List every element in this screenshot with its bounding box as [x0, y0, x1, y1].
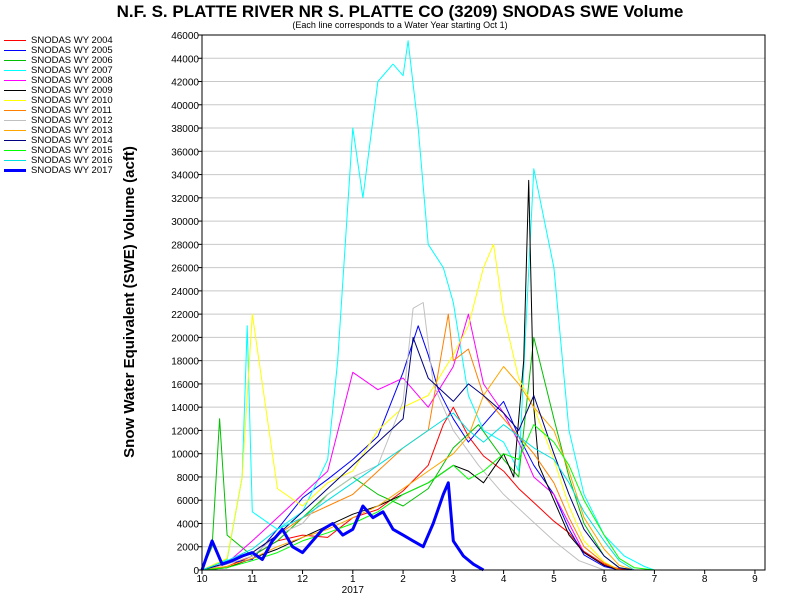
legend-swatch [4, 169, 26, 172]
y-tick-label: 24000 [171, 287, 199, 298]
legend-swatch [4, 70, 26, 71]
legend-label: SNODAS WY 2004 [31, 35, 113, 46]
legend-item: SNODAS WY 2015 [4, 146, 154, 156]
y-tick-label: 20000 [171, 333, 199, 344]
x-tick-label: 4 [501, 574, 507, 585]
legend-label: SNODAS WY 2013 [31, 125, 113, 136]
legend-label: SNODAS WY 2006 [31, 55, 113, 66]
x-tick-label: 12 [297, 574, 309, 585]
y-tick-label: 18000 [171, 357, 199, 368]
series-line-snodas-wy-2007 [201, 40, 765, 571]
y-tick-label: 4000 [177, 519, 200, 530]
legend-item: SNODAS WY 2005 [4, 46, 154, 56]
y-tick-label: 6000 [177, 496, 200, 507]
y-tick-label: 34000 [171, 171, 199, 182]
legend-label: SNODAS WY 2005 [31, 45, 113, 56]
legend-label: SNODAS WY 2010 [31, 95, 113, 106]
y-tick-label: 32000 [171, 194, 199, 205]
legend-item: SNODAS WY 2006 [4, 56, 154, 66]
x-tick-label: 2 [400, 574, 406, 585]
legend-item: SNODAS WY 2007 [4, 66, 154, 76]
legend-label: SNODAS WY 2017 [31, 165, 113, 176]
x-tick-label: 7 [652, 574, 658, 585]
y-axis: 0 2000 4000 6000 8000 10000 12000 14000 16000 180… [171, 31, 202, 577]
x-tick-label: 5 [551, 574, 557, 585]
legend-label: SNODAS WY 2011 [31, 105, 112, 116]
legend-swatch [4, 140, 26, 141]
y-axis-title: Snow Water Equivalent (SWE) Volume (acft… [121, 146, 138, 458]
x-tick-label: 10 [196, 574, 208, 585]
y-tick-label: 44000 [171, 54, 199, 65]
x-tick-label: 9 [752, 574, 758, 585]
y-tick-label: 28000 [171, 240, 199, 251]
legend-label: SNODAS WY 2007 [31, 65, 113, 76]
y-tick-label: 40000 [171, 101, 199, 112]
legend-item: SNODAS WY 2014 [4, 136, 154, 146]
legend-label: SNODAS WY 2016 [31, 155, 113, 166]
y-tick-label: 2000 [177, 543, 200, 554]
chart-legend: SNODAS WY 2004 SNODAS WY 2005 SNODAS WY 20… [4, 36, 154, 176]
y-tick-label: 38000 [171, 124, 199, 135]
legend-swatch [4, 60, 26, 61]
legend-label: SNODAS WY 2014 [31, 135, 113, 146]
y-tick-label: 8000 [177, 473, 200, 484]
legend-label: SNODAS WY 2015 [31, 145, 113, 156]
y-tick-label: 46000 [171, 31, 199, 42]
legend-label: SNODAS WY 2008 [31, 75, 113, 86]
chart-title: N.F. S. PLATTE RIVER NR S. PLATTE CO (32… [116, 2, 684, 21]
legend-item: SNODAS WY 2009 [4, 86, 154, 96]
legend-swatch [4, 160, 26, 161]
legend-item: SNODAS WY 2010 [4, 96, 154, 106]
y-tick-label: 14000 [171, 403, 199, 414]
legend-swatch [4, 80, 26, 81]
y-tick-label: 16000 [171, 380, 199, 391]
y-tick-label: 12000 [171, 426, 199, 437]
legend-item: SNODAS WY 2013 [4, 126, 154, 136]
x-tick-label: 3 [451, 574, 457, 585]
x-tick-label: 11 [247, 574, 258, 585]
legend-swatch [4, 120, 26, 121]
x-tick-label: 6 [601, 574, 607, 585]
legend-item: SNODAS WY 2017 [4, 166, 154, 176]
y-tick-label: 36000 [171, 147, 199, 158]
y-tick-label: 10000 [171, 450, 199, 461]
x-year-label: 2017 [342, 585, 365, 596]
y-tick-label: 26000 [171, 264, 199, 275]
x-tick-label: 1 [350, 574, 356, 585]
legend-item: SNODAS WY 2012 [4, 116, 154, 126]
y-tick-label: 22000 [171, 310, 199, 321]
legend-swatch [4, 100, 26, 101]
series-line-snodas-wy-2017 [200, 481, 485, 572]
legend-label: SNODAS WY 2012 [31, 115, 113, 126]
legend-label: SNODAS WY 2009 [31, 85, 113, 96]
y-tick-label: 0 [193, 566, 199, 577]
legend-item: SNODAS WY 2004 [4, 36, 154, 46]
series-line-snodas-wy-2016 [201, 412, 765, 571]
legend-swatch [4, 90, 26, 91]
plot-area-background [202, 35, 765, 570]
y-tick-label: 42000 [171, 78, 199, 89]
legend-item: SNODAS WY 2011 [4, 106, 154, 116]
legend-item: SNODAS WY 2016 [4, 156, 154, 166]
plot-area-border [201, 34, 766, 571]
legend-swatch [4, 110, 26, 111]
series-line-snodas-wy-2014 [201, 336, 765, 571]
legend-swatch [4, 150, 26, 151]
legend-swatch [4, 50, 26, 51]
legend-swatch [4, 130, 26, 131]
chart-subtitle: (Each line corresponds to a Water Year s… [292, 20, 508, 30]
legend-item: SNODAS WY 2008 [4, 76, 154, 86]
legend-swatch [4, 40, 26, 41]
x-tick-label: 8 [702, 574, 708, 585]
y-tick-label: 30000 [171, 217, 199, 228]
